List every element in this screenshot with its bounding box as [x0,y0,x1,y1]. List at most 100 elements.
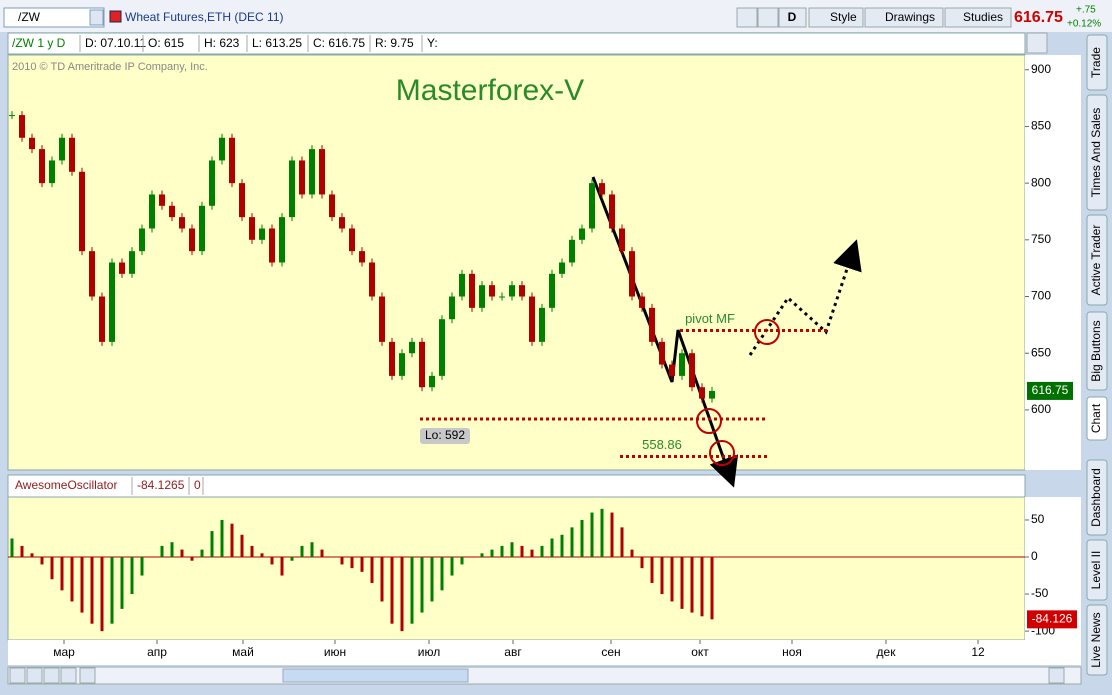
y-tick-label: 850 [1031,119,1051,133]
style-button[interactable] [808,7,864,28]
x-axis [8,640,1081,665]
oscillator-bar [530,549,534,558]
oscillator-bar [460,557,464,565]
oscillator-bar [630,549,634,558]
x-tick-label: сен [601,645,620,659]
zoom-in-button[interactable] [26,667,43,684]
chart-settings-button[interactable] [1026,32,1048,54]
x-tick-label: дек [877,645,897,659]
side-tab[interactable] [1086,311,1108,391]
candle [369,262,375,297]
candle [129,251,135,274]
oscillator-bar [480,553,484,558]
oscillator-bar [670,557,674,602]
oscillator-bar [300,545,304,558]
zoom-out-button[interactable] [43,667,60,684]
oscillator-bar [440,557,444,591]
last-price-box [1027,381,1073,400]
candle [669,364,675,376]
oscillator-bar [600,508,604,558]
oscillator-bar [420,557,424,613]
candle [279,217,285,263]
symbol-box[interactable] [3,7,105,28]
scrollbar[interactable] [7,666,1082,685]
oscillator-bar [80,557,84,613]
candle [39,149,45,184]
studies-button[interactable] [944,7,1012,28]
candle [569,239,575,263]
pan-button[interactable] [60,667,77,684]
level-label: pivot MF [685,311,735,326]
candle [389,341,395,376]
oscillator-bar [560,534,564,558]
x-tick-label: июн [324,645,346,659]
tool-button[interactable] [757,7,779,28]
side-tab-label: Times And Sales [1089,108,1103,198]
candle [559,262,565,274]
last-osc-label: -84.126 [1032,612,1073,626]
oscillator-bar [660,557,664,595]
info-field: R: 9.75 [375,36,414,50]
aggregation-button[interactable] [778,7,807,28]
side-tab[interactable] [1086,214,1108,306]
side-tab[interactable] [1086,94,1108,211]
scroll-thumb[interactable] [282,668,469,683]
y-tick-label: -50 [1031,586,1049,600]
last-price: 616.75 [1014,9,1063,26]
oscillator-bar [220,519,224,558]
oscillator-bar [260,553,264,558]
side-tab-label: Live News [1089,612,1103,667]
side-tab[interactable] [1086,604,1108,676]
last-osc-box [1027,610,1077,629]
oscillator-bar [130,557,134,595]
level-label: Lo: 592 [425,428,465,442]
candle [199,205,205,252]
candle [9,115,15,117]
oscillator-bar [380,557,384,602]
candle [699,387,705,399]
candle [529,296,535,342]
oscillator-bar [710,557,714,620]
candle [459,273,465,297]
side-tab[interactable] [1086,396,1108,441]
oscillator-bar [430,557,434,602]
side-tab[interactable] [1086,539,1108,601]
oscillator-bar [110,557,114,624]
candle [509,285,515,297]
zoom-button[interactable] [9,667,26,684]
tool-button[interactable] [736,7,758,28]
oscillator-bar [310,542,314,558]
candle [399,353,405,376]
oscillator-bar [550,538,554,558]
oscillator-bar [500,545,504,558]
oscillator-bar [190,557,194,561]
candle [189,228,195,252]
candle [209,160,215,206]
symbol-dropdown[interactable] [89,9,104,26]
scroll-right[interactable] [1048,667,1065,684]
candle [229,137,235,184]
oscillator-bar [50,557,54,580]
drawings-button[interactable] [864,7,944,28]
side-tab[interactable] [1086,459,1108,536]
candle [249,217,255,240]
candle [159,194,165,206]
info-field: Y: [427,36,438,50]
side-tab[interactable] [1086,34,1108,91]
oscillator-bar [250,545,254,558]
x-tick-label: мар [53,645,75,659]
info-bar [7,32,1026,55]
candle [549,273,555,308]
y-tick-label: 50 [1031,512,1045,526]
oscillator-bar [270,557,274,565]
oscillator-bar [580,519,584,558]
candle [329,194,335,218]
oscillator-bar [540,545,544,558]
x-tick-label: май [232,645,254,659]
candle [709,390,715,399]
side-tab-label: Trade [1089,47,1103,78]
oscillator-bar [40,557,44,565]
scroll-left[interactable] [79,667,96,684]
button-label: Studies [963,10,1003,24]
candle [639,296,645,308]
